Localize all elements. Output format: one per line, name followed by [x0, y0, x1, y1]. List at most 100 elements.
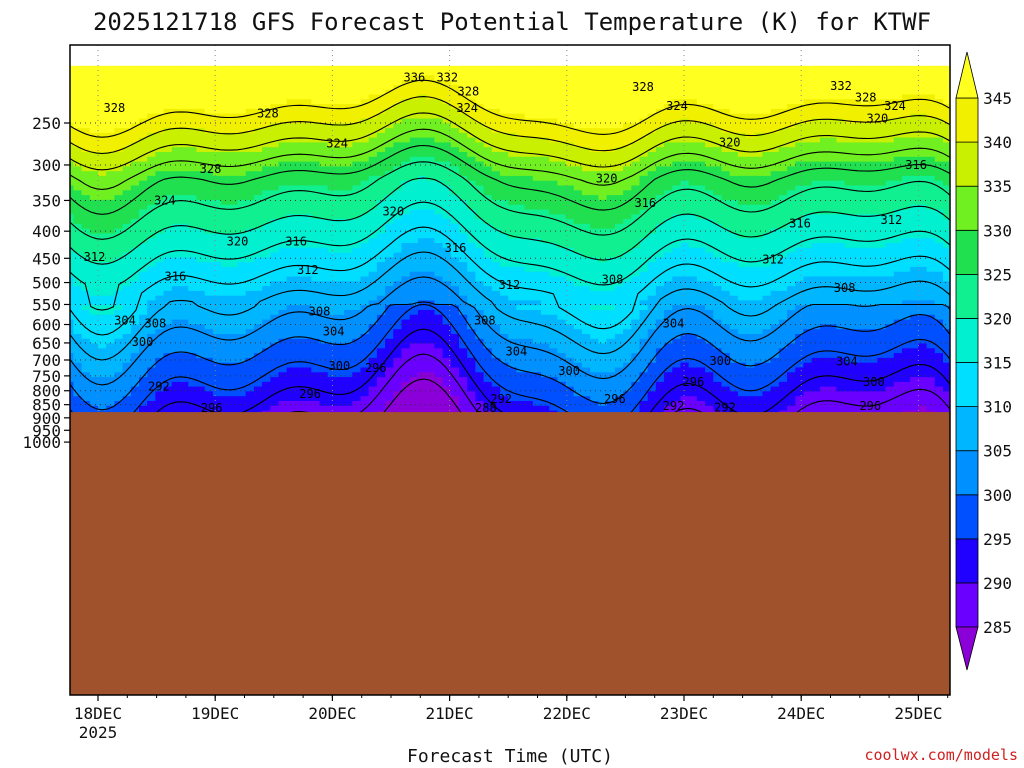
field-cell [106, 357, 115, 364]
field-cell [212, 214, 222, 220]
field-cell [163, 166, 173, 172]
field-cell [467, 290, 476, 297]
field-cell [294, 362, 304, 369]
field-cell [368, 362, 378, 369]
field-cell [106, 257, 115, 263]
field-cell [188, 305, 197, 311]
field-cell [188, 329, 197, 335]
field-cell [81, 290, 91, 297]
field-cell [491, 123, 501, 129]
field-cell [311, 166, 321, 172]
field-cell [516, 94, 526, 100]
field-cell [237, 396, 247, 402]
field-cell [508, 104, 517, 110]
field-cell [73, 247, 83, 254]
field-cell [229, 262, 239, 268]
field-cell [270, 113, 280, 120]
field-cell [171, 147, 181, 153]
field-cell [98, 252, 107, 258]
field-cell [89, 247, 99, 254]
field-cell [204, 386, 214, 392]
field-cell [450, 89, 460, 96]
field-cell [491, 386, 501, 392]
field-cell [368, 233, 378, 239]
field-cell [70, 348, 74, 354]
field-cell [524, 238, 534, 244]
field-cell [122, 185, 132, 191]
field-cell [475, 310, 485, 316]
field-cell [286, 75, 296, 81]
field-cell [459, 65, 468, 72]
field-cell [155, 99, 165, 105]
field-cell [204, 89, 214, 96]
field-cell [303, 180, 312, 187]
field-cell [286, 89, 296, 96]
field-cell [70, 99, 74, 105]
field-cell [204, 305, 214, 311]
field-cell [171, 386, 181, 392]
field-cell [459, 329, 468, 335]
field-cell [106, 147, 115, 153]
field-cell [516, 104, 526, 110]
field-cell [311, 171, 321, 177]
field-cell [139, 372, 148, 378]
field-cell [270, 214, 280, 220]
field-cell [532, 343, 542, 349]
field-cell [114, 185, 124, 191]
field-cell [524, 152, 534, 158]
field-cell [180, 147, 189, 153]
field-cell [565, 104, 575, 110]
field-cell [418, 338, 427, 345]
field-cell [475, 243, 485, 249]
field-cell [130, 199, 140, 206]
field-cell [491, 113, 501, 120]
field-cell [196, 338, 206, 345]
field-cell [335, 338, 345, 345]
field-cell [245, 233, 255, 239]
field-cell [229, 228, 239, 234]
field-cell [163, 209, 173, 215]
field-cell [204, 324, 214, 330]
field-cell [401, 324, 411, 330]
field-cell [368, 228, 378, 234]
field-cell [418, 233, 427, 239]
field-cell [319, 247, 329, 254]
field-cell [98, 367, 107, 373]
field-cell [450, 156, 460, 163]
field-cell [204, 70, 214, 76]
field-cell [401, 89, 411, 96]
field-cell [401, 185, 411, 191]
field-cell [557, 94, 567, 100]
field-cell [70, 166, 74, 172]
field-cell [565, 175, 575, 182]
field-cell [475, 132, 485, 139]
field-cell [294, 123, 304, 129]
field-cell [500, 65, 509, 72]
field-cell [376, 132, 386, 139]
field-cell [500, 367, 509, 373]
field-cell [180, 185, 189, 191]
field-cell [81, 401, 91, 407]
field-cell [319, 314, 329, 321]
field-cell [385, 128, 394, 134]
field-cell [196, 305, 206, 311]
field-cell [98, 161, 107, 167]
field-cell [508, 204, 517, 211]
field-cell [253, 348, 263, 354]
field-cell [368, 367, 378, 373]
field-cell [532, 128, 542, 134]
field-cell [278, 286, 288, 292]
field-cell [221, 286, 230, 292]
field-cell [426, 132, 435, 139]
field-cell [434, 199, 444, 206]
field-cell [311, 357, 321, 364]
field-cell [508, 161, 517, 167]
field-cell [221, 367, 230, 373]
field-cell [303, 353, 312, 359]
field-cell [98, 334, 107, 340]
field-cell [278, 329, 288, 335]
field-cell [73, 286, 83, 292]
field-cell [475, 89, 485, 96]
field-cell [450, 104, 460, 110]
field-cell [360, 377, 370, 383]
